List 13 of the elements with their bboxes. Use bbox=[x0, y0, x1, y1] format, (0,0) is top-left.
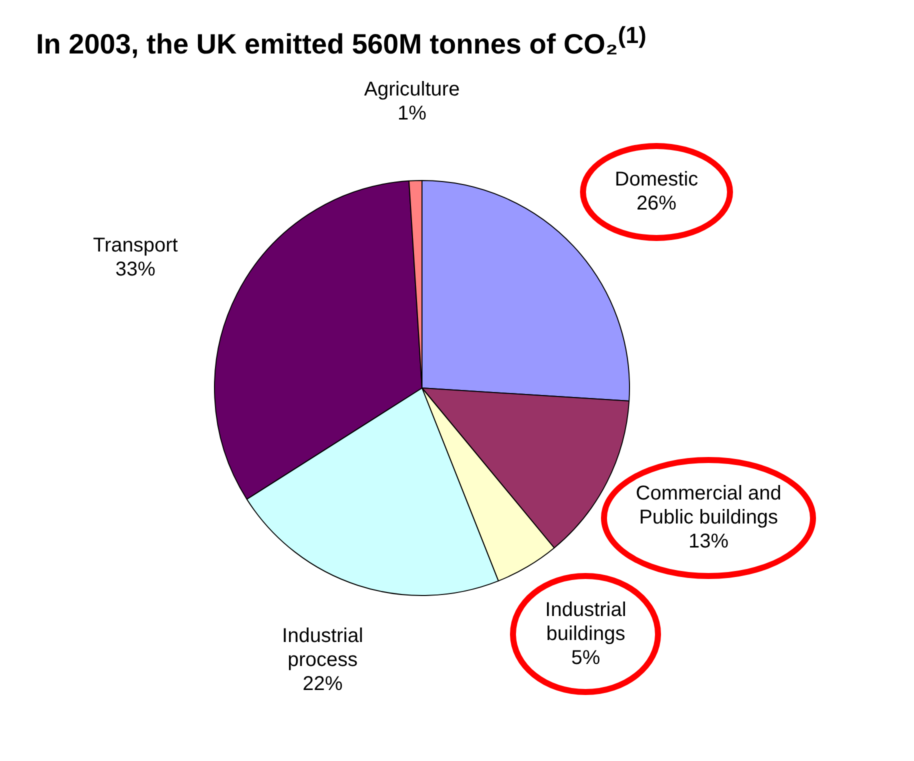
slice-label: Industrial buildings bbox=[545, 598, 626, 645]
slice-label: Commercial and Public buildings bbox=[636, 482, 782, 529]
data-label: 33% bbox=[115, 258, 156, 281]
slice-label: Domestic bbox=[614, 168, 698, 190]
data-label: 22% bbox=[302, 672, 343, 695]
data-label: 1% bbox=[397, 102, 427, 124]
data-label: 13% bbox=[688, 530, 729, 553]
data-label: 26% bbox=[636, 192, 677, 214]
data-label: 5% bbox=[571, 646, 600, 669]
chart-title: In 2003, the UK emitted 560M tonnes of CO₂$^{(1)}$ bbox=[36, 22, 646, 60]
slice-label: Transport bbox=[93, 234, 178, 257]
slice-label: Agriculture bbox=[364, 78, 460, 100]
slice-label: Industrial process bbox=[282, 624, 364, 671]
